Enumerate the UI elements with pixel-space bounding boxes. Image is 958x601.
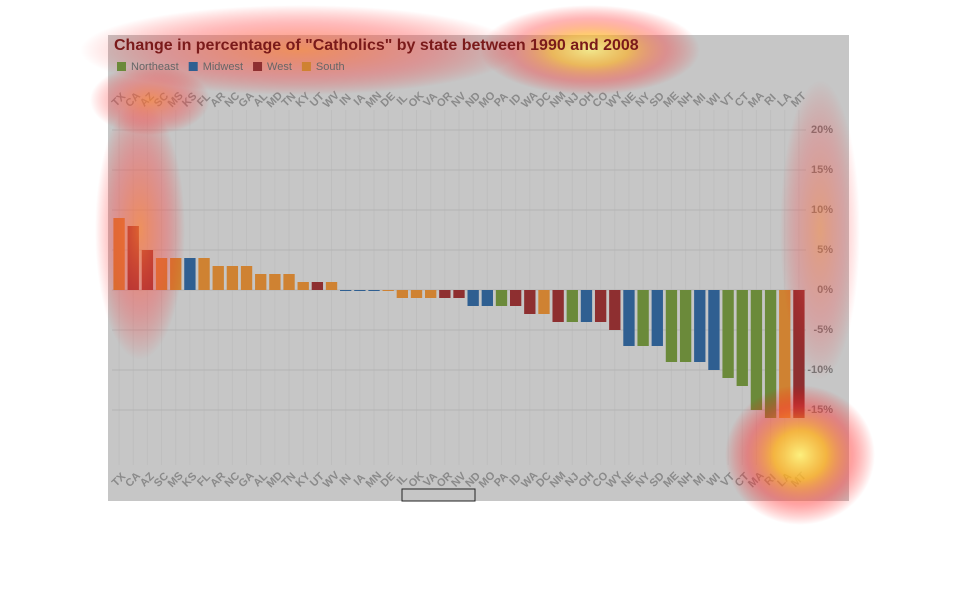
bar — [467, 290, 479, 306]
y-tick-label: 0% — [817, 284, 833, 296]
legend: Northeast Midwest West South — [117, 61, 345, 73]
bar — [297, 282, 309, 290]
bar — [708, 290, 720, 370]
bar — [736, 290, 748, 386]
bar — [609, 290, 621, 330]
legend-label: Northeast — [131, 61, 179, 73]
bar — [368, 290, 380, 291]
bar — [113, 218, 125, 290]
bar — [170, 258, 182, 290]
y-tick-label: -5% — [813, 324, 833, 336]
bar — [722, 290, 734, 378]
bar — [354, 290, 366, 291]
legend-label: West — [267, 61, 292, 73]
bar — [665, 290, 678, 362]
bar — [439, 290, 451, 298]
legend-swatch — [117, 62, 126, 71]
bar — [226, 266, 239, 290]
bar — [552, 290, 564, 322]
bar — [779, 290, 791, 418]
y-tick-label: 15% — [811, 164, 833, 176]
bar — [155, 258, 168, 290]
selection-box — [401, 488, 476, 502]
bar — [580, 290, 593, 322]
bar — [694, 290, 706, 362]
bar — [623, 290, 635, 346]
bar — [382, 290, 394, 291]
bar — [425, 290, 437, 298]
bar — [637, 290, 649, 346]
bar — [198, 258, 210, 290]
y-tick-label: -15% — [807, 404, 833, 416]
bar — [240, 266, 253, 290]
bar — [793, 290, 805, 418]
y-tick-label: 20% — [811, 124, 833, 136]
bar — [311, 282, 324, 290]
bar — [679, 290, 692, 362]
bar — [396, 290, 409, 298]
bar — [283, 274, 295, 290]
bar — [764, 290, 777, 418]
legend-label: South — [316, 61, 345, 73]
bar — [255, 274, 267, 290]
bar — [538, 290, 550, 314]
bar — [495, 290, 508, 306]
bar — [340, 290, 352, 291]
bar — [127, 226, 139, 290]
legend-swatch — [301, 62, 311, 71]
y-tick-label: 5% — [817, 244, 833, 256]
legend-label: Midwest — [203, 61, 243, 73]
chart-title: Change in percentage of "Catholics" by s… — [114, 37, 639, 54]
bar — [651, 290, 663, 346]
bar — [524, 290, 536, 314]
legend-swatch — [253, 62, 263, 71]
bar — [212, 266, 224, 290]
legend-swatch — [188, 62, 198, 71]
y-tick-label: -10% — [807, 364, 833, 376]
bar — [750, 290, 763, 410]
bar — [269, 274, 281, 290]
bar — [566, 290, 578, 322]
bar — [325, 282, 338, 290]
bar — [481, 290, 493, 306]
bar — [141, 250, 154, 290]
bar — [509, 290, 522, 306]
bar — [184, 258, 196, 290]
bar — [594, 290, 607, 322]
bar — [453, 290, 465, 298]
bar — [410, 290, 423, 298]
y-tick-label: 10% — [811, 204, 833, 216]
